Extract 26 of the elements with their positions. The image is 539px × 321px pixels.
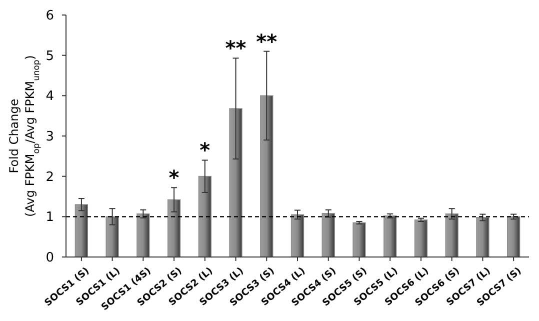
y-tick-label: 1	[46, 210, 54, 226]
bar	[476, 217, 490, 258]
bar	[352, 222, 366, 258]
annotation: *	[168, 166, 180, 190]
y-tick-label: 5	[46, 48, 54, 64]
bar	[414, 219, 428, 258]
y-tick-label: 4	[46, 89, 54, 104]
bar	[74, 204, 88, 258]
annotation: **	[225, 36, 247, 60]
annotation: **	[256, 29, 278, 54]
y-tick-label: 6	[46, 8, 54, 24]
bar	[198, 176, 212, 258]
bar	[445, 213, 458, 258]
bar	[506, 216, 520, 258]
y-tick-label: 3	[46, 130, 54, 145]
bar	[106, 216, 119, 258]
bar	[290, 214, 304, 258]
bar	[136, 213, 150, 258]
y-tick-label: 0	[46, 250, 54, 266]
bar	[322, 213, 335, 258]
bar	[384, 215, 397, 258]
bar	[260, 95, 274, 258]
bar	[229, 108, 242, 258]
bar	[167, 199, 181, 258]
annotation: *	[200, 138, 211, 162]
y-tick-label: 2	[46, 170, 54, 185]
